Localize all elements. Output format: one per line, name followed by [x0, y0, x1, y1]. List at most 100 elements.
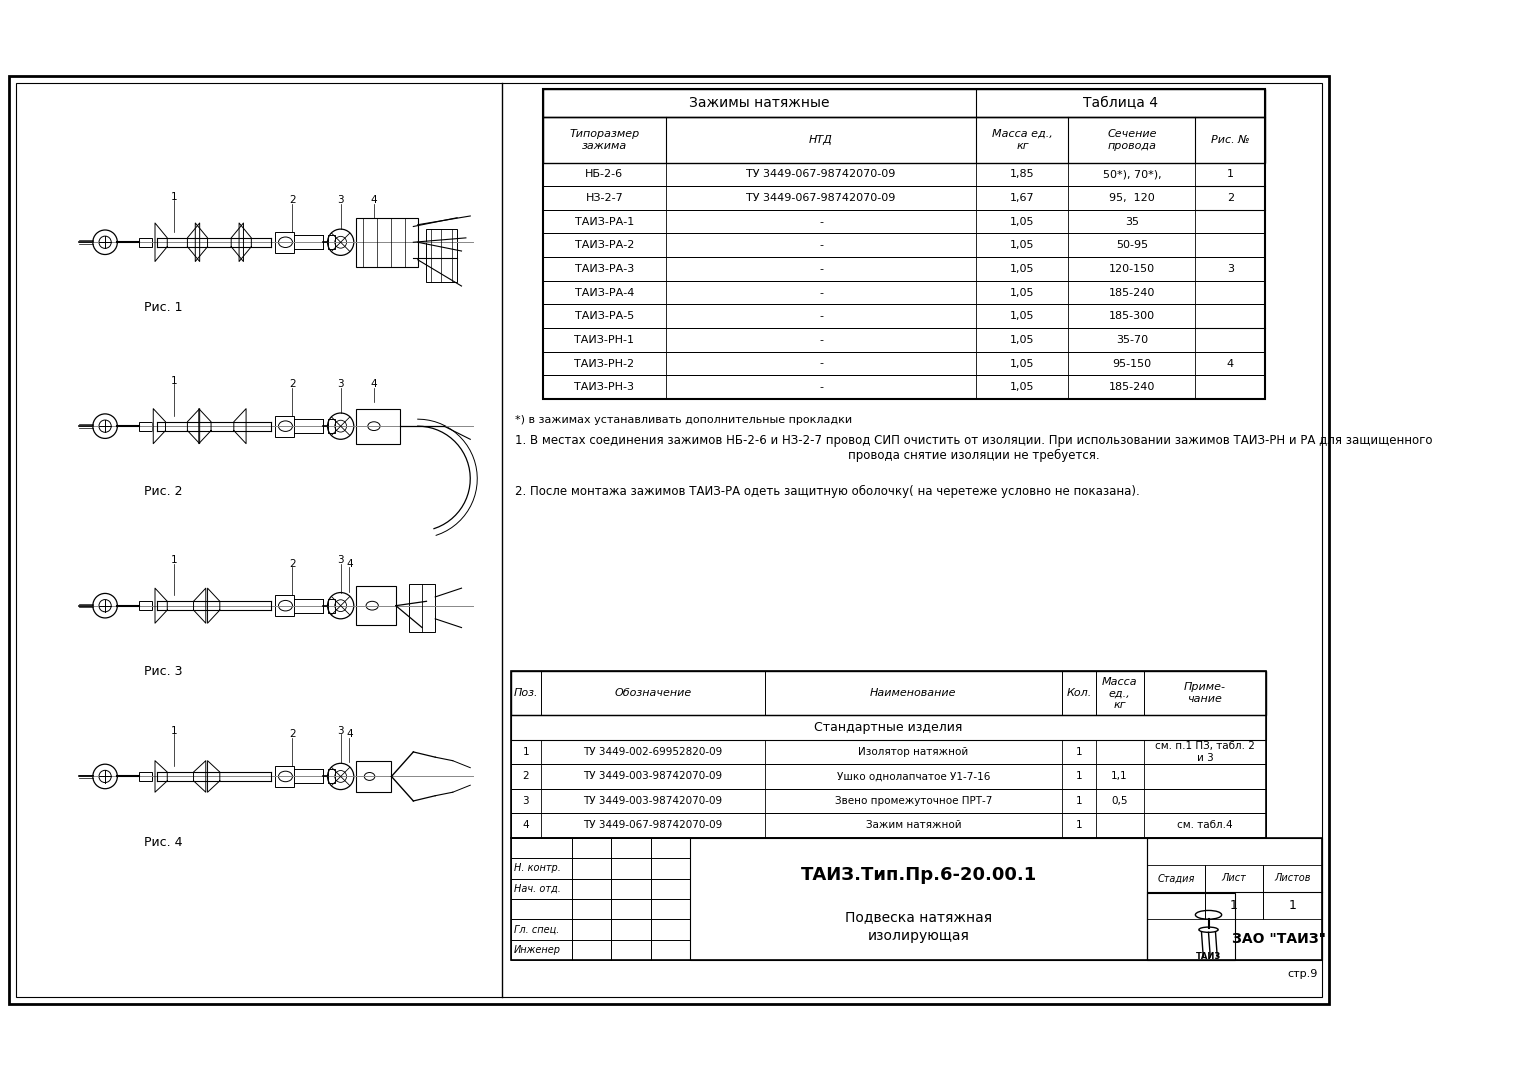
Text: НЗ-2-7: НЗ-2-7: [585, 193, 623, 203]
Text: Приме-
чание: Приме- чание: [1184, 683, 1225, 704]
Text: 2: 2: [289, 379, 296, 389]
Text: Кол.: Кол.: [1067, 688, 1091, 699]
Text: 185-300: 185-300: [1109, 311, 1155, 321]
Text: стр.9: стр.9: [1288, 969, 1319, 980]
Polygon shape: [154, 589, 167, 623]
Bar: [1262, 865, 1322, 892]
Text: -: -: [819, 287, 824, 298]
Text: 1. В местах соединения зажимов НБ-2-6 и НЗ-2-7 провод СИП очистить от изоляции. : 1. В местах соединения зажимов НБ-2-6 и …: [515, 434, 1432, 462]
Text: ТАИЗ-РН-2: ТАИЗ-РН-2: [575, 359, 634, 368]
Bar: [571, 879, 611, 899]
Text: -: -: [819, 241, 824, 251]
Bar: [691, 838, 1148, 960]
Bar: [510, 919, 571, 940]
Bar: [651, 838, 691, 859]
Text: 0,5: 0,5: [1111, 796, 1128, 806]
Bar: [139, 772, 153, 781]
Bar: [139, 422, 153, 431]
Text: 1: 1: [1076, 796, 1082, 806]
Text: 1,05: 1,05: [1010, 311, 1034, 321]
Text: 1,05: 1,05: [1010, 241, 1034, 251]
Bar: [510, 672, 1267, 715]
Text: 120-150: 120-150: [1109, 264, 1155, 274]
Text: Масса ед.,
кг: Масса ед., кг: [992, 129, 1053, 150]
Text: Таблица 4: Таблица 4: [1083, 96, 1158, 110]
Bar: [651, 859, 691, 879]
Text: ТАИЗ: ТАИЗ: [1196, 953, 1221, 961]
Text: Гл. спец.: Гл. спец.: [513, 924, 559, 934]
Text: Стандартные изделия: Стандартные изделия: [814, 721, 963, 734]
Text: Ушко однолапчатое У1-7-16: Ушко однолапчатое У1-7-16: [837, 771, 990, 782]
Bar: [542, 281, 1265, 305]
Bar: [1206, 865, 1262, 892]
Bar: [571, 859, 611, 879]
Text: 1,05: 1,05: [1010, 287, 1034, 298]
Text: 4: 4: [1227, 359, 1235, 368]
Text: Н. контр.: Н. контр.: [513, 863, 561, 874]
Text: Изолятор натяжной: Изолятор натяжной: [859, 747, 969, 757]
Bar: [275, 595, 295, 617]
Text: -: -: [819, 359, 824, 368]
Text: ТАИЗ-РА-2: ТАИЗ-РА-2: [575, 241, 634, 251]
Text: 3: 3: [523, 796, 529, 806]
Text: Инженер: Инженер: [513, 945, 561, 955]
Bar: [510, 859, 571, 879]
Bar: [542, 233, 1265, 257]
Text: 1,67: 1,67: [1010, 193, 1034, 203]
Text: 4: 4: [371, 379, 377, 389]
Text: ТАИЗ-РН-1: ТАИЗ-РН-1: [575, 335, 634, 345]
Polygon shape: [208, 589, 220, 623]
Text: 2: 2: [1227, 193, 1235, 203]
Text: Звено промежуточное ПРТ-7: Звено промежуточное ПРТ-7: [834, 796, 992, 806]
Text: 1,05: 1,05: [1010, 359, 1034, 368]
Bar: [651, 899, 691, 919]
Text: 185-240: 185-240: [1109, 382, 1155, 392]
Text: ТУ 3449-067-98742070-09: ТУ 3449-067-98742070-09: [584, 821, 723, 831]
Text: 95-150: 95-150: [1112, 359, 1152, 368]
Text: Рис. 3: Рис. 3: [145, 665, 183, 678]
Text: ЗАО "ТАИЗ": ЗАО "ТАИЗ": [1232, 932, 1326, 946]
Text: -: -: [819, 217, 824, 227]
Text: *) в зажимах устанавливать дополнительные прокладки: *) в зажимах устанавливать дополнительны…: [515, 415, 853, 424]
Bar: [139, 238, 153, 246]
Text: Сечение
провода: Сечение провода: [1108, 129, 1157, 150]
Text: 1: 1: [523, 747, 529, 757]
Bar: [651, 879, 691, 899]
Text: ТУ 3449-067-98742070-09: ТУ 3449-067-98742070-09: [746, 193, 895, 203]
Text: 1: 1: [171, 376, 177, 386]
Text: 95,  120: 95, 120: [1109, 193, 1155, 203]
Text: ТУ 3449-067-98742070-09: ТУ 3449-067-98742070-09: [746, 170, 895, 179]
Text: 35-70: 35-70: [1115, 335, 1148, 345]
Polygon shape: [199, 408, 211, 444]
Text: Поз.: Поз.: [513, 688, 538, 699]
Text: 3: 3: [338, 195, 344, 205]
Bar: [571, 919, 611, 940]
Bar: [542, 89, 1265, 117]
Polygon shape: [234, 408, 246, 444]
Bar: [275, 416, 295, 436]
Text: Рис. №: Рис. №: [1212, 135, 1250, 145]
Bar: [542, 376, 1265, 399]
Text: 1,1: 1,1: [1111, 771, 1128, 782]
Text: 4: 4: [347, 729, 353, 740]
Text: 4: 4: [523, 821, 529, 831]
Polygon shape: [194, 760, 206, 793]
Text: 185-240: 185-240: [1109, 287, 1155, 298]
Polygon shape: [196, 222, 208, 261]
Text: Нач. отд.: Нач. отд.: [513, 883, 561, 894]
Text: ТАИЗ.Тип.Пр.6-20.00.1: ТАИЗ.Тип.Пр.6-20.00.1: [801, 865, 1038, 883]
Bar: [571, 838, 611, 859]
Bar: [510, 740, 1267, 765]
Bar: [510, 813, 1267, 838]
Text: 4: 4: [347, 558, 353, 569]
Bar: [356, 408, 400, 444]
Bar: [1148, 838, 1322, 960]
Bar: [611, 919, 651, 940]
Bar: [542, 328, 1265, 352]
Text: 1,85: 1,85: [1010, 170, 1034, 179]
Bar: [1206, 892, 1262, 919]
Text: 2: 2: [523, 771, 529, 782]
Text: 35: 35: [1125, 217, 1138, 227]
Polygon shape: [208, 760, 220, 793]
Text: 2: 2: [289, 558, 296, 569]
